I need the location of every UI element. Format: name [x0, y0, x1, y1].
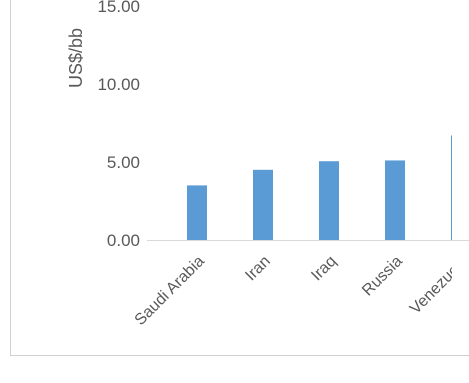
- y-tick-label: 10.00: [97, 75, 140, 94]
- x-tick-label: Iraq: [308, 253, 340, 285]
- x-tick-label: Saudi Arabia: [132, 253, 208, 329]
- x-tick-labels: Saudi Arabia Iran Iraq Russia Venezuela: [132, 253, 469, 329]
- x-tick-label: Russia: [359, 253, 406, 300]
- x-tick-label: Venezuela: [407, 253, 469, 318]
- y-tick-label: 0.00: [107, 231, 140, 250]
- x-tick-label: Iran: [242, 253, 274, 285]
- bar: [451, 135, 452, 240]
- y-axis-label: US$/bb: [66, 28, 86, 88]
- bar: [319, 161, 339, 240]
- bars: [187, 135, 452, 240]
- y-tick-labels: 0.00 5.00 10.00 15.00: [97, 0, 140, 250]
- y-tick-label: 15.00: [97, 0, 140, 16]
- y-tick-label: 5.00: [107, 153, 140, 172]
- bar: [187, 185, 207, 240]
- bar: [253, 169, 273, 240]
- bar: [385, 160, 405, 240]
